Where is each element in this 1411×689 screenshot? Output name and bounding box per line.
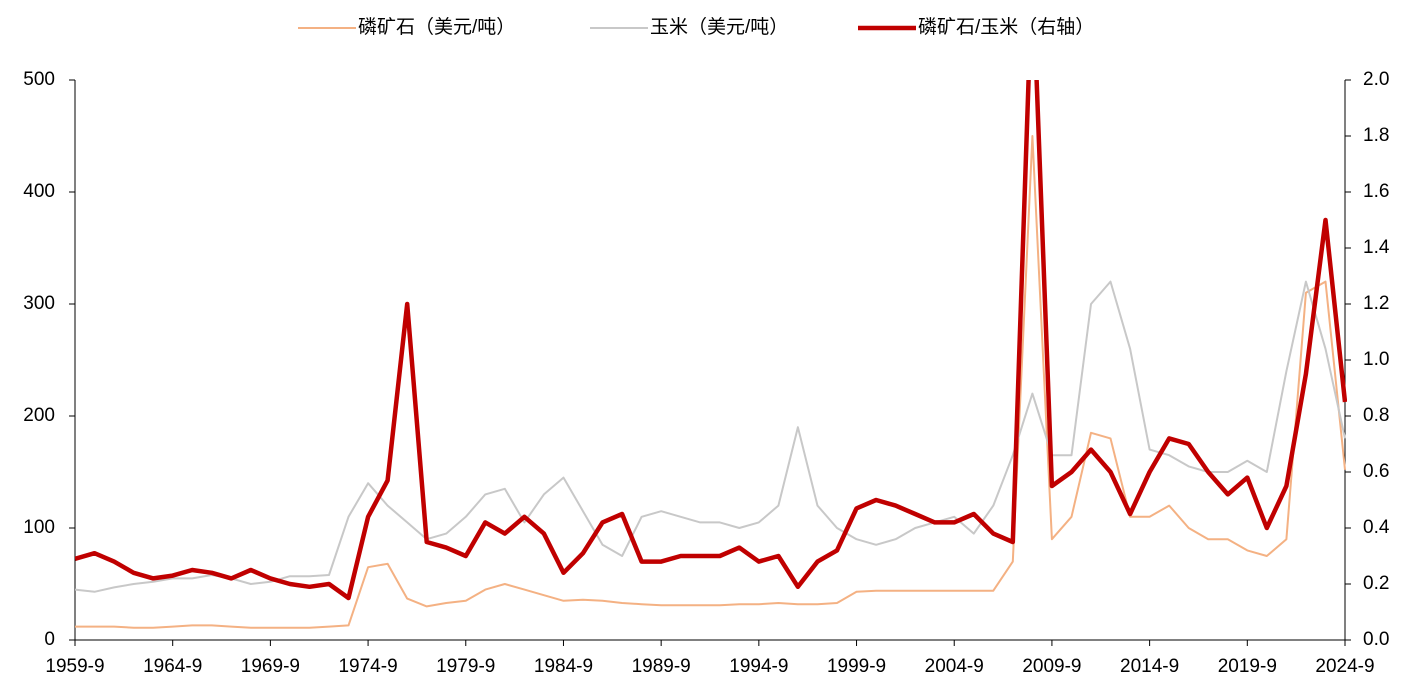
y-tick-label: 100 (23, 517, 55, 538)
x-tick-label: 1974-9 (338, 656, 397, 677)
legend-label: 磷矿石/玉米（右轴） (918, 16, 1094, 38)
y2-tick-label: 2.0 (1363, 69, 1389, 90)
x-tick-label: 1969-9 (241, 656, 300, 677)
y2-tick-label: 0.4 (1363, 517, 1390, 538)
y2-tick-label: 0.2 (1363, 573, 1389, 594)
x-tick-label: 2019-9 (1218, 656, 1277, 677)
y2-tick-label: 0.8 (1363, 405, 1389, 426)
y-tick-label: 300 (23, 293, 55, 314)
y2-tick-label: 1.2 (1363, 293, 1389, 314)
y-tick-label: 0 (44, 629, 55, 650)
x-tick-label: 2014-9 (1120, 656, 1179, 677)
x-tick-label: 1979-9 (436, 656, 495, 677)
legend-label: 磷矿石（美元/吨） (358, 16, 515, 38)
y-tick-label: 400 (23, 181, 55, 202)
y2-tick-label: 1.6 (1363, 181, 1389, 202)
series-line (75, 80, 1347, 601)
plot-area (75, 80, 1347, 629)
y2-tick-label: 0.6 (1363, 461, 1389, 482)
x-tick-label: 1989-9 (632, 656, 691, 677)
x-tick-label: 1964-9 (143, 656, 202, 677)
y2-tick-label: 0.0 (1363, 629, 1389, 650)
x-tick-label: 1994-9 (729, 656, 788, 677)
series-line (75, 135, 1346, 629)
x-tick-label: 2004-9 (925, 656, 984, 677)
y-tick-label: 500 (23, 69, 55, 90)
series-line (75, 280, 1346, 593)
legend-label: 玉米（美元/吨） (650, 16, 788, 38)
x-tick-label: 1959-9 (45, 656, 104, 677)
y2-tick-label: 1.4 (1363, 237, 1390, 258)
y2-tick-label: 1.0 (1363, 349, 1389, 370)
x-tick-label: 2009-9 (1022, 656, 1081, 677)
x-tick-label: 2024-9 (1315, 656, 1374, 677)
y-tick-label: 200 (23, 405, 55, 426)
y2-tick-label: 1.8 (1363, 125, 1389, 146)
x-tick-label: 1999-9 (827, 656, 886, 677)
x-tick-label: 1984-9 (534, 656, 593, 677)
